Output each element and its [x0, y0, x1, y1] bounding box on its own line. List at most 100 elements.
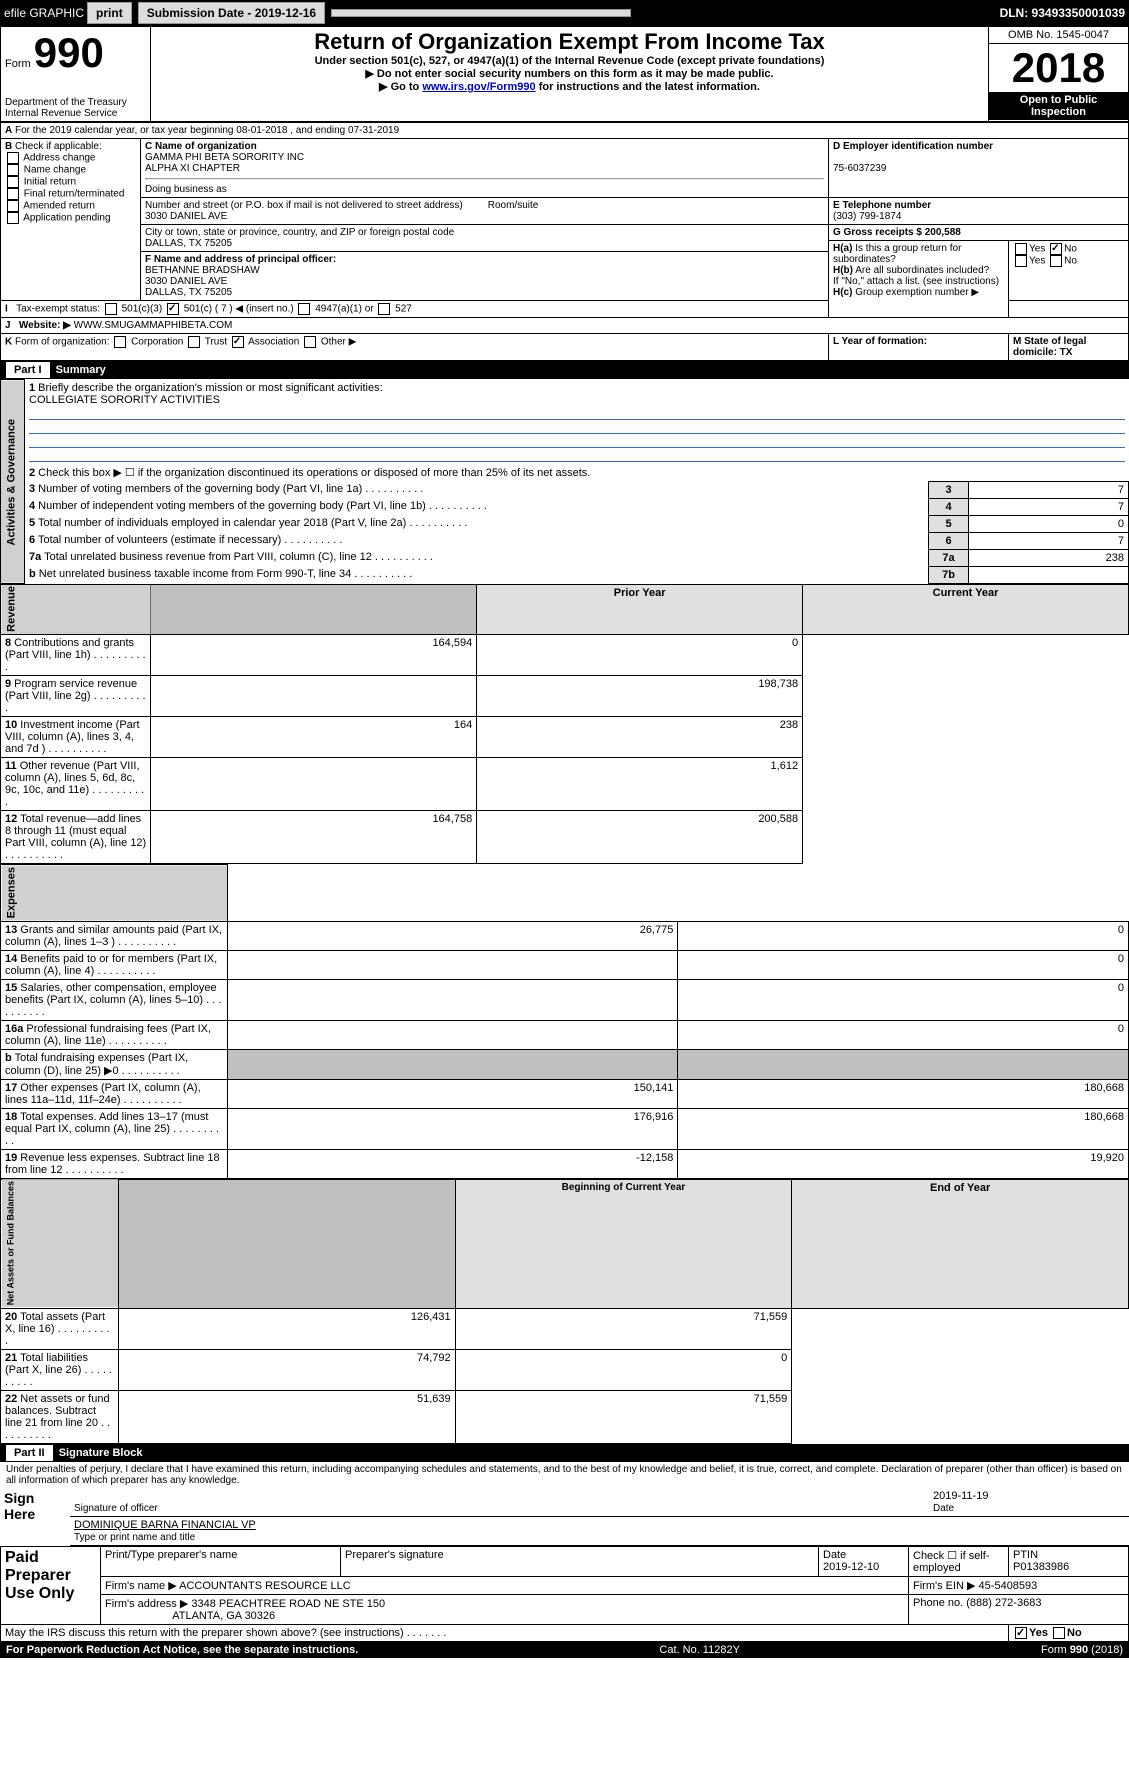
paid-preparer-label: PaidPreparerUse Only	[1, 1546, 101, 1624]
irs-link[interactable]: www.irs.gov/Form990	[422, 81, 535, 93]
efile-label: efile GRAPHIC	[4, 6, 84, 20]
row-19-current: 19,920	[678, 1149, 1129, 1178]
row-11-text: 11 Other revenue (Part VIII, column (A),…	[1, 758, 151, 811]
hb-text: Are all subordinates included?	[855, 265, 989, 276]
l-cell: L Year of formation:	[829, 334, 1009, 361]
discuss-no[interactable]	[1053, 1627, 1065, 1639]
row-8-text: 8 Contributions and grants (Part VIII, l…	[1, 635, 151, 676]
checkbox-name[interactable]	[7, 164, 19, 176]
row-12-prior: 164,758	[151, 811, 477, 864]
gov-row-5: 5 Total number of individuals employed i…	[25, 515, 929, 532]
vert-rev: Revenue	[1, 584, 151, 635]
cb-501c[interactable]	[167, 303, 179, 315]
date-label: Date	[933, 1503, 954, 1514]
ha-text: Is this a group return for subordinates?	[833, 243, 961, 265]
firm-name-cell: Firm's name ▶ ACCOUNTANTS RESOURCE LLC	[101, 1576, 909, 1594]
checkbox-initial[interactable]	[7, 176, 19, 188]
section-a: A For the 2019 calendar year, or tax yea…	[0, 122, 1129, 361]
begin-year-header: Beginning of Current Year	[455, 1179, 792, 1308]
gov-val-b	[969, 566, 1129, 583]
cb-assoc[interactable]	[232, 336, 244, 348]
netassets-table: Net Assets or Fund Balances Beginning of…	[0, 1179, 1129, 1444]
officer-name-cell: DOMINIQUE BARNA FINANCIAL VP Type or pri…	[70, 1516, 1129, 1545]
row-b-prior	[227, 1049, 678, 1079]
row-22-current: 71,559	[455, 1390, 792, 1443]
row-17-text: 17 Other expenses (Part IX, column (A), …	[1, 1079, 228, 1108]
cat-no: Cat. No. 11282Y	[659, 1644, 740, 1656]
dba-label: Doing business as	[145, 184, 227, 195]
part1-title: Summary	[56, 364, 106, 376]
tax-exempt-row: I Tax-exempt status: 501(c)(3) 501(c) ( …	[1, 301, 829, 318]
city-value: DALLAS, TX 75205	[145, 238, 232, 249]
m-label: M State of legal domicile: TX	[1013, 336, 1086, 358]
gov-box-5: 5	[929, 515, 969, 532]
city-cell: City or town, state or province, country…	[141, 225, 829, 252]
hb-note: If "No," attach a list. (see instruction…	[833, 276, 999, 287]
tax-exempt-label: Tax-exempt status:	[16, 304, 100, 315]
sign-here-label: Sign Here	[0, 1488, 70, 1546]
line2b: 2 Check this box ▶ ☐ if the organization…	[25, 464, 1129, 482]
row-20-current: 71,559	[455, 1308, 792, 1349]
ein-value: 75-6037239	[833, 163, 886, 174]
row-9-text: 9 Program service revenue (Part VIII, li…	[1, 676, 151, 717]
form-title: Return of Organization Exempt From Incom…	[155, 29, 984, 55]
top-bar: efile GRAPHIC print Submission Date - 20…	[0, 0, 1129, 26]
revenue-table: Revenue Prior Year Current Year 8 Contri…	[0, 584, 1129, 865]
row-19-prior: -12,158	[227, 1149, 678, 1178]
row-18-prior: 176,916	[227, 1108, 678, 1149]
cb-527[interactable]	[378, 303, 390, 315]
discuss-yesno: Yes No	[1009, 1624, 1129, 1641]
cb-501c3[interactable]	[105, 303, 117, 315]
ha-yes[interactable]	[1015, 243, 1027, 255]
row-15-text: 15 Salaries, other compensation, employe…	[1, 979, 228, 1020]
form-number: 990	[34, 29, 104, 76]
form-header: Form 990 Department of the TreasuryInter…	[0, 26, 1129, 122]
blank-button[interactable]	[331, 9, 631, 17]
firm-name-label: Firm's name ▶	[105, 1580, 177, 1592]
checkbox-address[interactable]	[7, 152, 19, 164]
addr-cell: Number and street (or P.O. box if mail i…	[141, 198, 829, 225]
yes-no-col: Yes No Yes No	[1009, 241, 1129, 301]
form-ref: Form 990 (2018)	[1041, 1644, 1123, 1656]
ha-no[interactable]	[1050, 243, 1062, 255]
sig-line: Signature of officer	[70, 1488, 929, 1517]
checkbox-final[interactable]	[7, 188, 19, 200]
row-18-text: 18 Total expenses. Add lines 13–17 (must…	[1, 1108, 228, 1149]
discuss-yes[interactable]	[1015, 1627, 1027, 1639]
gov-row-7a: 7a Total unrelated business revenue from…	[25, 549, 929, 566]
cb-corp[interactable]	[114, 336, 126, 348]
row-20-prior: 126,431	[118, 1308, 455, 1349]
cb-4947[interactable]	[298, 303, 310, 315]
vert-gov2: Activities & Governance	[1, 380, 25, 584]
row-14-current: 0	[678, 950, 1129, 979]
m-cell: M State of legal domicile: TX	[1009, 334, 1129, 361]
row-16a-prior	[227, 1020, 678, 1049]
h-section: H(a) Is this a group return for subordin…	[829, 241, 1009, 318]
gov-val-3: 7	[969, 481, 1129, 498]
row-b-current	[678, 1049, 1129, 1079]
footer: For Paperwork Reduction Act Notice, see …	[0, 1642, 1129, 1658]
row-8-prior: 164,594	[151, 635, 477, 676]
current-year-header: Current Year	[803, 584, 1129, 635]
checkbox-amended[interactable]	[7, 200, 19, 212]
paperwork-text: For Paperwork Reduction Act Notice, see …	[6, 1644, 358, 1656]
cb-other[interactable]	[304, 336, 316, 348]
e-label: E Telephone number	[833, 200, 931, 211]
row-13-text: 13 Grants and similar amounts paid (Part…	[1, 921, 228, 950]
open-public-label: Open to PublicInspection	[989, 92, 1128, 120]
hb-yes[interactable]	[1015, 255, 1027, 267]
checkbox-pending[interactable]	[7, 212, 19, 224]
gov-box-6: 6	[929, 532, 969, 549]
line-a: A For the 2019 calendar year, or tax yea…	[1, 123, 1129, 139]
print-button[interactable]: print	[87, 2, 132, 24]
submission-date-button[interactable]: Submission Date - 2019-12-16	[138, 2, 325, 24]
no-label: No	[1067, 1627, 1082, 1639]
row-16a-text: 16a Professional fundraising fees (Part …	[1, 1020, 228, 1049]
row-13-prior: 26,775	[227, 921, 678, 950]
ptin-cell: PTINP01383986	[1009, 1546, 1129, 1576]
firm-phone-cell: Phone no. (888) 272-3683	[909, 1594, 1129, 1624]
hb-no[interactable]	[1050, 255, 1062, 267]
expenses-table: Expenses 13 Grants and similar amounts p…	[0, 864, 1129, 1178]
ptin-value: P01383986	[1013, 1561, 1069, 1573]
cb-trust[interactable]	[188, 336, 200, 348]
